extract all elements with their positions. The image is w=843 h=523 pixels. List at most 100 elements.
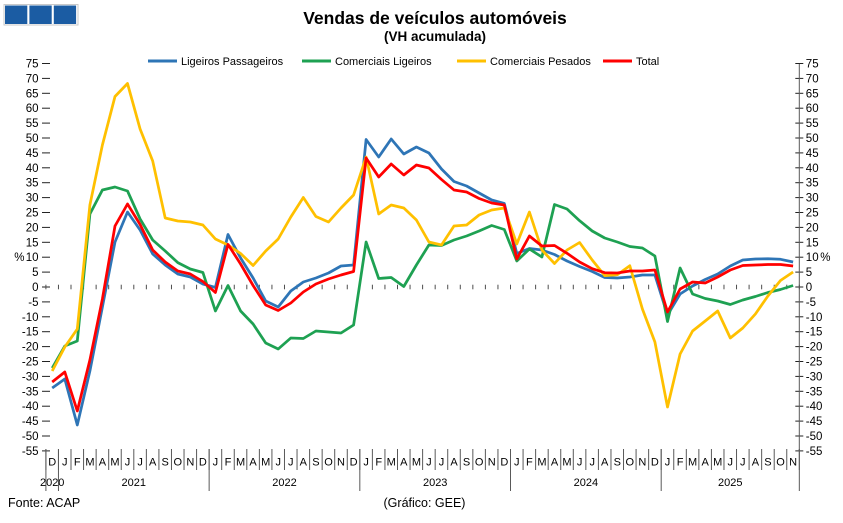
svg-text:-10: -10 — [806, 312, 823, 324]
svg-text:M: M — [110, 457, 119, 469]
svg-text:-5: -5 — [806, 297, 816, 309]
svg-text:30: 30 — [26, 193, 39, 205]
svg-text:-20: -20 — [806, 342, 823, 354]
svg-text:(Gráfico: GEE): (Gráfico: GEE) — [384, 496, 466, 510]
svg-text:S: S — [614, 457, 621, 469]
svg-text:S: S — [764, 457, 771, 469]
svg-text:J: J — [514, 457, 520, 469]
svg-text:S: S — [162, 457, 169, 469]
svg-text:40: 40 — [806, 163, 819, 175]
svg-text:O: O — [475, 457, 484, 469]
svg-text:-35: -35 — [806, 386, 823, 398]
svg-text:J: J — [288, 457, 294, 469]
svg-text:A: A — [300, 457, 308, 469]
svg-text:25: 25 — [26, 208, 39, 220]
svg-text:-45: -45 — [806, 416, 823, 428]
svg-text:M: M — [713, 457, 722, 469]
svg-text:S: S — [463, 457, 470, 469]
svg-text:15: 15 — [806, 237, 819, 249]
svg-text:-25: -25 — [22, 357, 39, 369]
svg-text:5: 5 — [806, 267, 812, 279]
svg-text:-35: -35 — [22, 386, 39, 398]
svg-text:0: 0 — [32, 282, 38, 294]
svg-text:10: 10 — [806, 252, 819, 264]
svg-text:D: D — [500, 457, 508, 469]
svg-text:%: % — [820, 252, 830, 264]
svg-text:20: 20 — [806, 222, 819, 234]
svg-text:M: M — [412, 457, 421, 469]
svg-text:J: J — [577, 457, 583, 469]
svg-text:15: 15 — [26, 237, 39, 249]
svg-text:Total: Total — [636, 56, 659, 68]
svg-text:M: M — [85, 457, 94, 469]
svg-text:A: A — [249, 457, 257, 469]
svg-text:2022: 2022 — [272, 477, 296, 489]
svg-text:-15: -15 — [22, 327, 39, 339]
svg-text:S: S — [312, 457, 319, 469]
svg-text:-10: -10 — [22, 312, 39, 324]
svg-text:Comerciais Pesados: Comerciais Pesados — [490, 56, 591, 68]
svg-text:M: M — [688, 457, 697, 469]
svg-text:30: 30 — [806, 193, 819, 205]
svg-text:J: J — [125, 457, 131, 469]
svg-text:-25: -25 — [806, 357, 823, 369]
svg-text:N: N — [638, 457, 646, 469]
svg-text:Vendas de veículos automóveis: Vendas de veículos automóveis — [303, 8, 567, 28]
svg-text:65: 65 — [806, 88, 819, 100]
svg-text:-40: -40 — [22, 401, 39, 413]
svg-text:J: J — [439, 457, 445, 469]
svg-text:45: 45 — [26, 148, 39, 160]
svg-text:D: D — [651, 457, 659, 469]
svg-text:55: 55 — [806, 118, 819, 130]
svg-text:2020: 2020 — [40, 477, 64, 489]
svg-text:75: 75 — [806, 59, 819, 71]
svg-text:N: N — [789, 457, 797, 469]
svg-text:J: J — [728, 457, 734, 469]
svg-text:A: A — [450, 457, 458, 469]
svg-text:2023: 2023 — [423, 477, 447, 489]
svg-text:35: 35 — [806, 178, 819, 190]
svg-text:M: M — [236, 457, 245, 469]
svg-text:(VH acumulada): (VH acumulada) — [384, 29, 486, 44]
svg-text:-55: -55 — [22, 446, 39, 458]
svg-text:0: 0 — [806, 282, 812, 294]
svg-text:35: 35 — [26, 178, 39, 190]
svg-text:-55: -55 — [806, 446, 823, 458]
svg-text:N: N — [337, 457, 345, 469]
svg-text:65: 65 — [26, 88, 39, 100]
svg-text:F: F — [74, 457, 81, 469]
svg-text:55: 55 — [26, 118, 39, 130]
svg-text:O: O — [626, 457, 635, 469]
svg-text:J: J — [426, 457, 432, 469]
svg-text:2021: 2021 — [122, 477, 146, 489]
svg-text:F: F — [225, 457, 232, 469]
svg-text:-20: -20 — [22, 342, 39, 354]
svg-text:A: A — [752, 457, 760, 469]
svg-text:60: 60 — [806, 103, 819, 115]
svg-text:F: F — [677, 457, 684, 469]
svg-text:A: A — [702, 457, 710, 469]
svg-text:J: J — [589, 457, 595, 469]
svg-text:45: 45 — [806, 148, 819, 160]
svg-text:J: J — [275, 457, 281, 469]
svg-text:2025: 2025 — [718, 477, 742, 489]
svg-text:40: 40 — [26, 163, 39, 175]
svg-text:M: M — [261, 457, 270, 469]
svg-text:A: A — [149, 457, 157, 469]
svg-text:A: A — [601, 457, 609, 469]
svg-text:50: 50 — [806, 133, 819, 145]
svg-text:70: 70 — [26, 73, 39, 85]
svg-text:-30: -30 — [22, 371, 39, 383]
svg-text:F: F — [526, 457, 533, 469]
svg-text:-50: -50 — [22, 431, 39, 443]
svg-text:-15: -15 — [806, 327, 823, 339]
svg-text:F: F — [375, 457, 382, 469]
svg-text:2024: 2024 — [574, 477, 598, 489]
svg-text:-45: -45 — [22, 416, 39, 428]
svg-text:70: 70 — [806, 73, 819, 85]
svg-text:5: 5 — [32, 267, 38, 279]
svg-text:20: 20 — [26, 222, 39, 234]
svg-text:50: 50 — [26, 133, 39, 145]
svg-text:D: D — [48, 457, 56, 469]
svg-text:A: A — [551, 457, 559, 469]
